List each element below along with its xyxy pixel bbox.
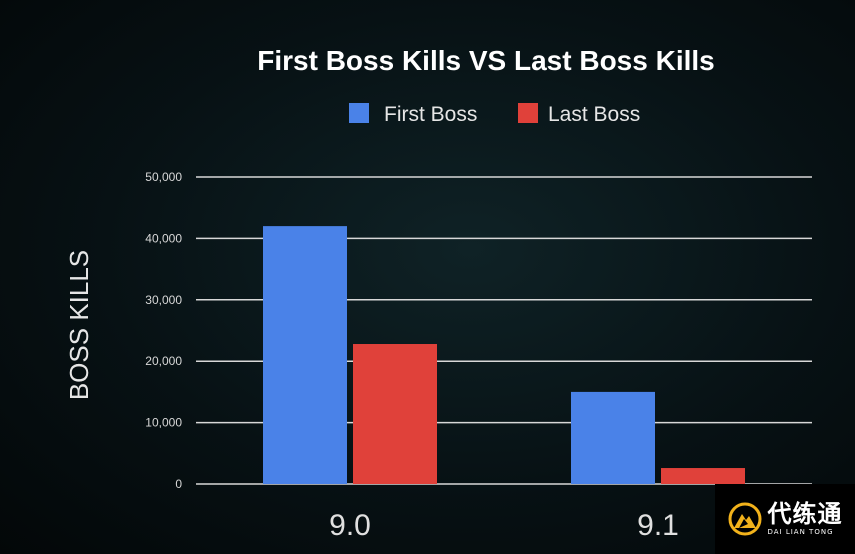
y-axis-label: BOSS KILLS (64, 250, 94, 400)
y-tick-label: 0 (175, 477, 182, 491)
x-axis-ticks: 9.0 9.1 (329, 509, 679, 542)
bar-first-boss-9-1 (571, 391, 655, 484)
y-tick-label: 20,000 (145, 354, 182, 368)
bar-last-boss-9-1 (661, 468, 745, 484)
y-tick-label: 50,000 (145, 170, 182, 184)
x-tick-label: 9.1 (637, 509, 679, 542)
bars (263, 226, 745, 484)
y-tick-label: 30,000 (145, 293, 182, 307)
y-tick-label: 40,000 (145, 231, 182, 245)
x-tick-label: 9.0 (329, 509, 371, 542)
chart-title: First Boss Kills VS Last Boss Kills (257, 45, 714, 76)
legend: First Boss Last Boss (349, 103, 640, 126)
y-tick-label: 10,000 (145, 416, 182, 430)
legend-swatch-last-boss (518, 103, 538, 123)
watermark-cn-text: 代练通 (767, 500, 843, 528)
watermark: 代练通 DAI LIAN TONG (715, 484, 855, 554)
bar-first-boss-9-0 (263, 226, 347, 484)
y-axis-ticks: 0 10,000 20,000 30,000 40,000 50,000 (145, 170, 182, 491)
mountain-logo-icon (728, 502, 761, 536)
bar-last-boss-9-0 (353, 344, 437, 484)
legend-label-last-boss: Last Boss (548, 103, 640, 126)
watermark-en-text: DAI LIAN TONG (767, 528, 834, 536)
legend-label-first-boss: First Boss (384, 103, 477, 126)
legend-swatch-first-boss (349, 103, 369, 123)
